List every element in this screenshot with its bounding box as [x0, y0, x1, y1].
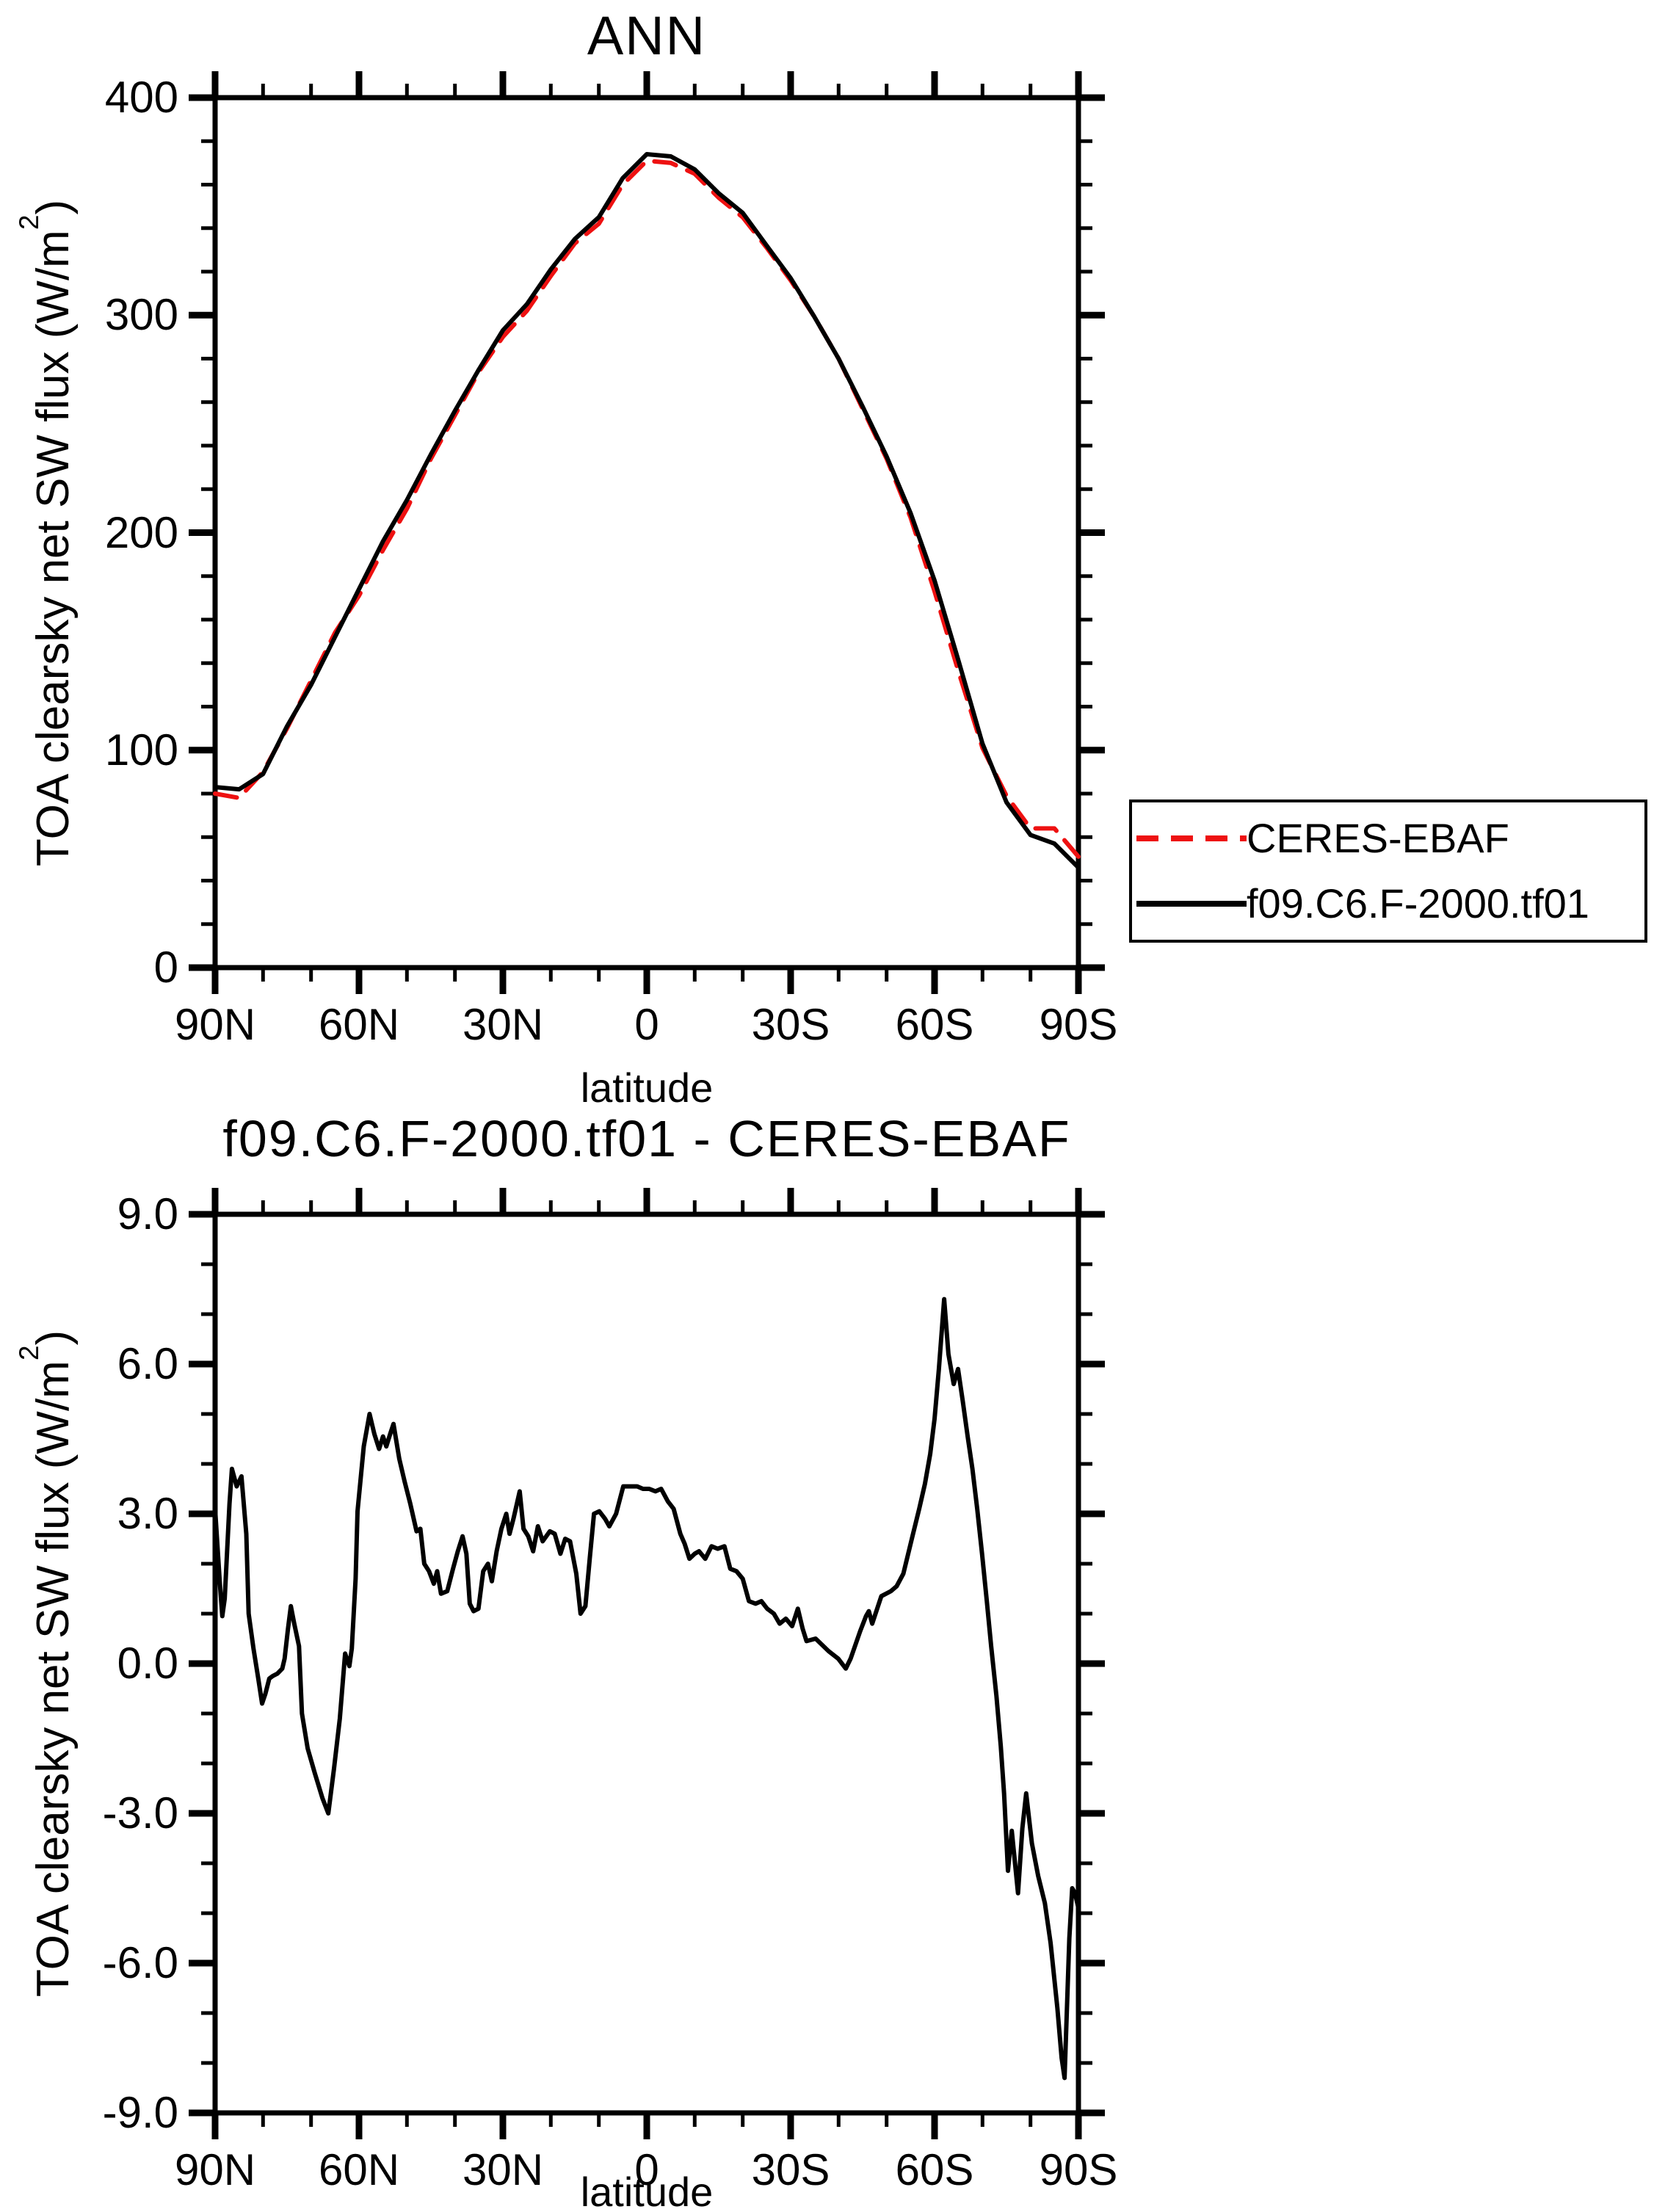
y-tick-label: 400 — [104, 73, 178, 122]
top-y-axis-label-sup: 2 — [13, 214, 45, 231]
solid-line-sample — [1136, 901, 1247, 907]
model-curve — [213, 152, 1081, 870]
y-tick-label: 6.0 — [117, 1339, 178, 1388]
legend-label-ceres-ebaf: CERES-EBAF — [1247, 815, 1509, 861]
y-tick-label: -9.0 — [102, 2088, 178, 2137]
legend-entry-ceres-ebaf: CERES-EBAF — [1132, 809, 1644, 868]
y-tick-label: 9.0 — [117, 1189, 178, 1239]
top-x-axis-label: latitude — [580, 1065, 714, 1111]
y-tick-label: 0.0 — [117, 1639, 178, 1688]
x-tick-label: 90N — [174, 1000, 256, 1049]
legend-label-model: f09.C6.F-2000.tf01 — [1247, 880, 1589, 926]
y-tick-label: -6.0 — [102, 1938, 178, 1987]
x-tick-label: 90S — [1039, 1000, 1118, 1049]
bottom-x-axis-label: latitude — [580, 2169, 714, 2212]
x-tick-label: 60N — [318, 2145, 400, 2194]
legend-box: CERES-EBAF f09.C6.F-2000.tf01 — [1129, 799, 1647, 943]
x-tick-label: 60S — [895, 1000, 974, 1049]
top-plot-frame — [212, 95, 1081, 971]
x-tick-label: 0 — [634, 1000, 659, 1049]
y-tick-label: 200 — [104, 507, 178, 557]
x-tick-label: 90S — [1039, 2145, 1118, 2194]
x-tick-label: 30N — [462, 2145, 544, 2194]
legend-entry-model: f09.C6.F-2000.tf01 — [1132, 874, 1644, 933]
y-tick-label: 100 — [104, 725, 178, 775]
x-tick-label: 30S — [751, 2145, 830, 2194]
x-tick-label: 30N — [462, 1000, 544, 1049]
y-tick-label: 3.0 — [117, 1489, 178, 1538]
y-tick-label: 0 — [153, 943, 178, 992]
top-panel-title: ANN — [587, 5, 707, 66]
x-tick-label: 60N — [318, 1000, 400, 1049]
y-tick-label: -3.0 — [102, 1788, 178, 1838]
bottom-plot-frame — [212, 1211, 1081, 2116]
x-tick-label: 90N — [174, 2145, 256, 2194]
top-y-axis-label-close: ) — [27, 199, 79, 215]
difference-curve — [213, 1297, 1081, 2081]
y-tick-label: 300 — [104, 290, 178, 340]
dashed-line-sample — [1136, 835, 1247, 841]
x-tick-label: 30S — [751, 1000, 830, 1049]
bottom-panel-title: f09.C6.F-2000.tf01 - CERES-EBAF — [222, 1110, 1071, 1167]
ceres-ebaf-curve — [213, 158, 1081, 859]
x-tick-label: 0 — [634, 2145, 659, 2194]
x-tick-label: 60S — [895, 2145, 974, 2194]
